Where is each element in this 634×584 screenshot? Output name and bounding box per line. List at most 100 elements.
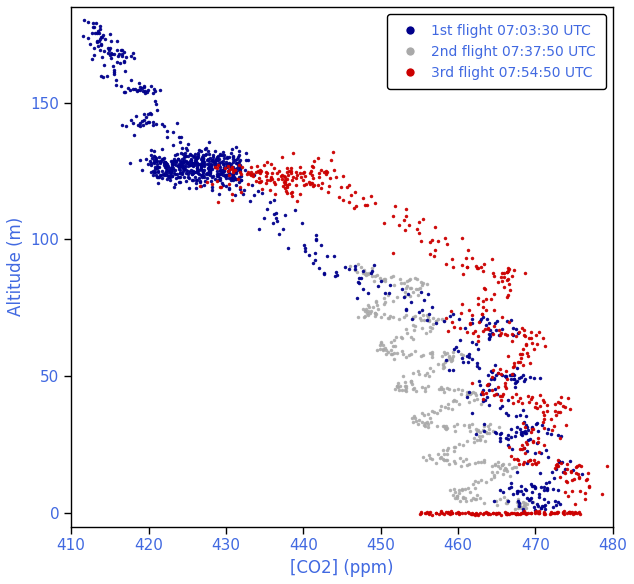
Point [427,349,437,359]
Point [247,180,257,190]
Point [120,88,131,97]
Point [487,385,497,395]
Point [378,274,389,284]
Point [493,382,503,391]
Point [370,308,380,318]
Point [510,505,520,514]
Point [165,173,175,182]
Point [162,166,172,175]
Point [488,269,498,278]
Point [168,164,178,173]
Point [540,500,550,510]
Point [199,159,209,168]
Point [134,121,145,130]
Point [530,448,540,457]
Point [219,163,230,172]
Point [480,395,490,404]
Point [519,443,529,452]
Point [507,444,517,453]
Point [320,166,330,175]
Point [508,324,518,333]
Point [180,151,190,160]
Point [444,508,454,517]
Point [436,507,446,517]
Point [522,499,532,509]
Point [452,419,462,429]
Point [159,171,169,180]
Point [175,168,185,178]
Point [479,498,489,507]
Point [488,374,498,384]
Point [235,163,245,172]
Point [562,508,572,517]
Point [186,155,196,164]
Point [117,50,127,59]
Point [205,154,216,163]
Point [413,228,424,238]
Point [508,398,518,408]
Point [552,508,562,517]
Point [261,175,271,185]
Point [517,349,527,359]
Point [396,279,406,288]
Point [368,277,378,286]
Point [498,487,508,496]
Point [226,163,236,172]
Point [109,69,119,78]
Point [508,374,519,383]
Point [454,486,464,495]
Point [469,484,479,493]
Point [425,413,436,422]
Point [564,507,574,516]
Point [487,255,497,264]
Point [373,281,383,290]
Point [198,160,209,169]
Point [192,159,202,168]
Point [311,234,321,244]
Point [168,166,178,175]
Point [191,154,201,164]
Point [567,486,577,496]
Point [305,179,315,189]
Point [155,156,165,165]
Point [451,508,461,517]
Point [492,468,502,477]
Point [380,274,391,284]
Point [475,493,485,502]
Point [162,161,172,170]
Point [191,175,202,185]
Point [526,333,536,343]
Point [301,179,311,188]
Point [490,460,500,469]
Point [166,168,176,177]
Point [185,161,195,170]
Point [540,397,550,406]
Point [288,173,299,182]
Point [516,503,526,513]
Point [153,166,163,176]
Point [400,287,410,297]
Point [476,399,486,409]
Point [167,172,177,181]
Point [280,179,290,189]
Point [428,366,438,376]
Point [430,222,440,231]
Point [197,172,207,181]
Point [228,162,238,172]
Point [187,169,197,179]
Point [413,419,423,428]
Point [160,168,170,178]
Point [534,508,544,517]
Point [155,158,165,167]
Point [176,161,186,171]
Point [462,391,472,400]
Point [521,508,531,517]
Point [450,493,460,502]
Point [97,52,107,61]
Point [221,182,231,191]
Point [522,458,533,467]
Point [299,175,309,185]
Point [451,397,461,406]
Point [568,510,578,519]
Point [443,239,453,249]
